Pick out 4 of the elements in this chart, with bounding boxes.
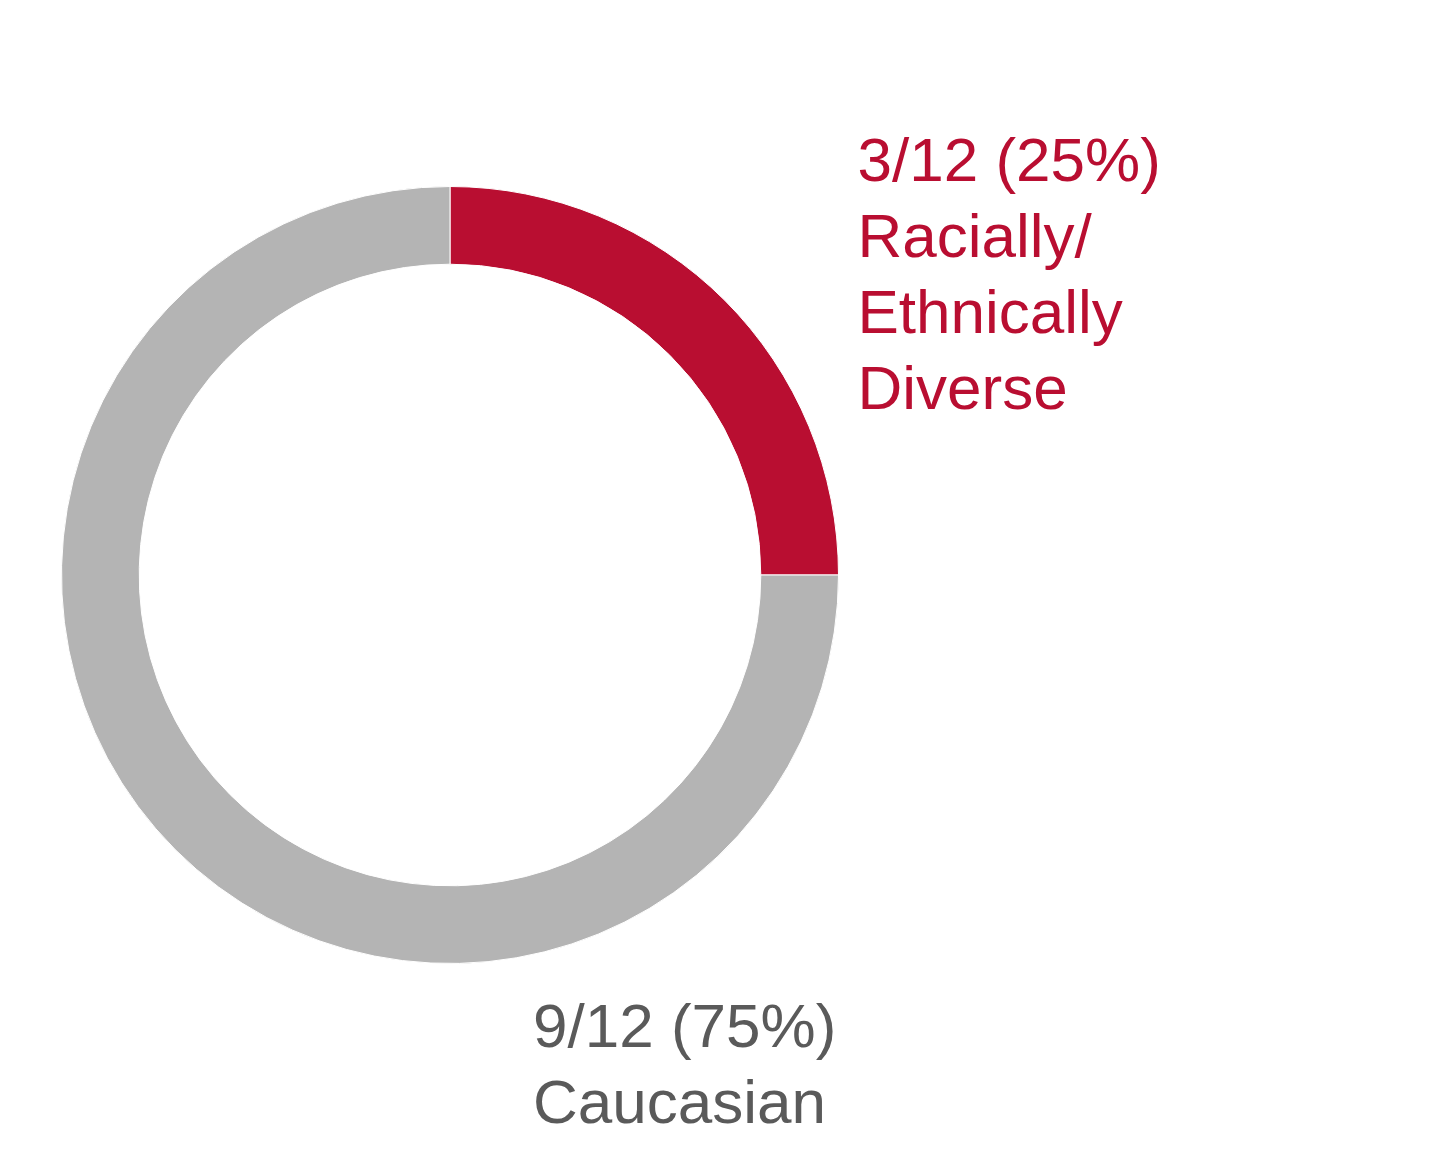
data-label: 3/12 (25%) bbox=[857, 124, 1161, 194]
slice-label: Caucasian bbox=[533, 1066, 826, 1136]
slice-label: Racially/ Ethnically Diverse bbox=[857, 200, 1123, 422]
data-label: 9/12 (75%) bbox=[533, 990, 837, 1060]
